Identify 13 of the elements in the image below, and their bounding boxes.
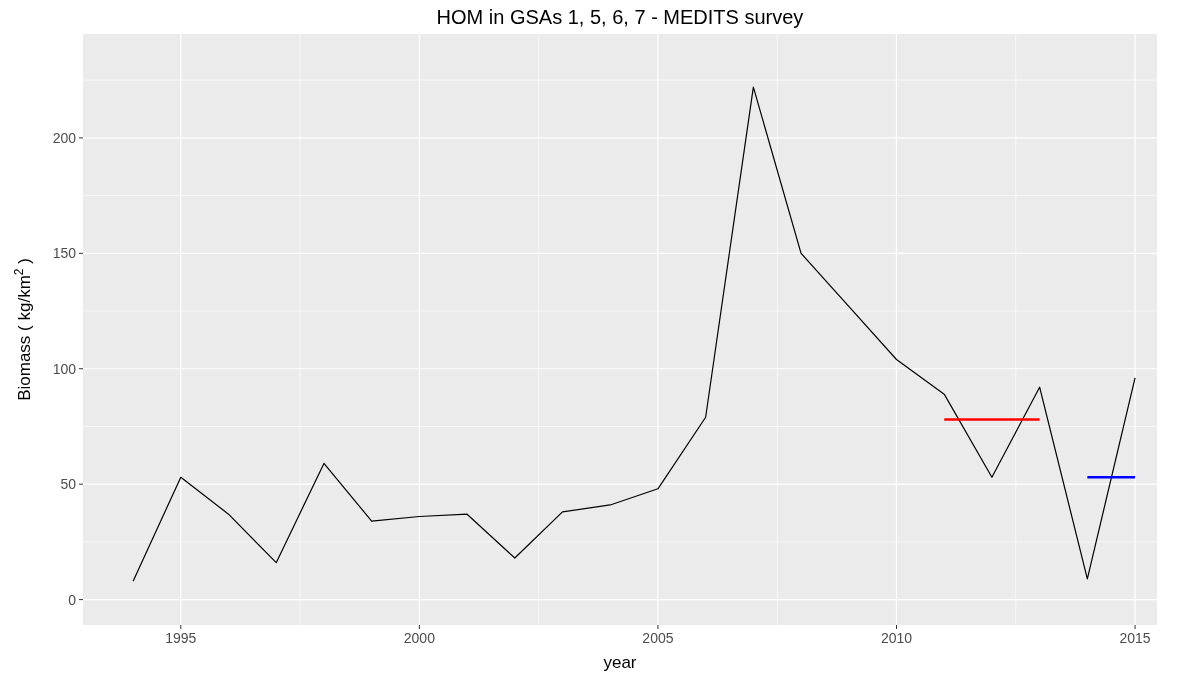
x-tick-label: 1995 (165, 630, 197, 646)
x-tick-label: 2000 (403, 630, 436, 646)
x-tick-label: 2010 (880, 630, 913, 646)
x-tick-label: 2005 (642, 630, 674, 646)
x-tick-label: 2015 (1119, 630, 1151, 646)
line-series (132, 86, 1136, 582)
x-axis-title: year (603, 653, 637, 672)
y-tick-label: 150 (52, 245, 77, 262)
y-tick-label: 0 (68, 591, 77, 608)
y-tick-label: 200 (52, 129, 77, 146)
y-tick-label: 50 (60, 476, 77, 493)
chart-title: HOM in GSAs 1, 5, 6, 7 - MEDITS survey (436, 6, 804, 28)
y-tick-label: 100 (52, 360, 77, 377)
